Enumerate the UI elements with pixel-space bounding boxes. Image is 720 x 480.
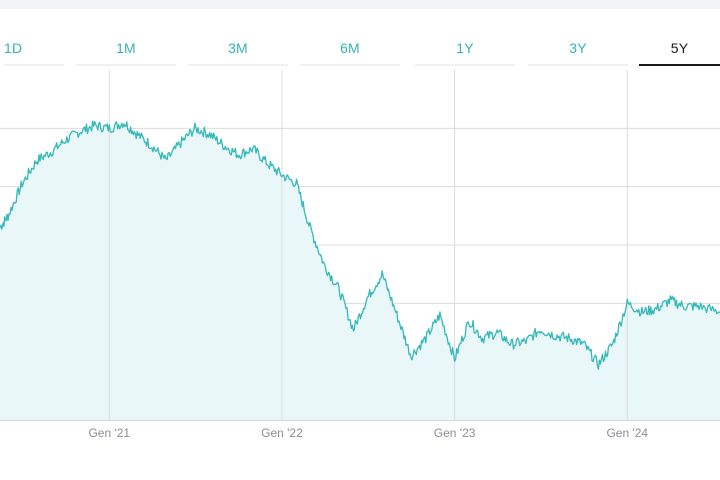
series-line [0,120,720,370]
tab-underline [415,64,515,66]
range-tabs: 1D 1M 3M 6M 1Y 3Y 5Y [0,30,720,68]
tab-label: 1D [4,40,23,56]
series-area [0,121,720,420]
x-tick-label: Gen '23 [434,426,476,440]
tab-3y[interactable]: 3Y [524,30,632,66]
x-tick-label: Gen '21 [88,426,130,440]
top-bar [0,0,720,9]
tab-underline [528,64,628,66]
x-tick-label: Gen '22 [261,426,303,440]
tab-5y[interactable]: 5Y [639,30,720,66]
price-chart: Gen '21 Gen '22 Gen '23 Gen '24 [0,70,720,440]
tab-1y[interactable]: 1Y [411,30,519,66]
tab-3m[interactable]: 3M [184,30,292,66]
tab-1m[interactable]: 1M [72,30,180,66]
tab-underline [639,64,720,66]
tab-underline [300,64,400,66]
tab-underline [188,64,288,66]
tab-label: 6M [340,40,360,56]
tab-label: 3Y [569,40,587,56]
tab-label: 3M [228,40,248,56]
tab-label: 1M [116,40,136,56]
tab-underline [76,64,176,66]
tab-underline [4,64,64,66]
tab-label: 5Y [670,40,689,56]
tab-6m[interactable]: 6M [296,30,404,66]
x-tick-label: Gen '24 [606,426,648,440]
tab-label: 1Y [456,40,474,56]
tab-1d[interactable]: 1D [0,30,68,66]
